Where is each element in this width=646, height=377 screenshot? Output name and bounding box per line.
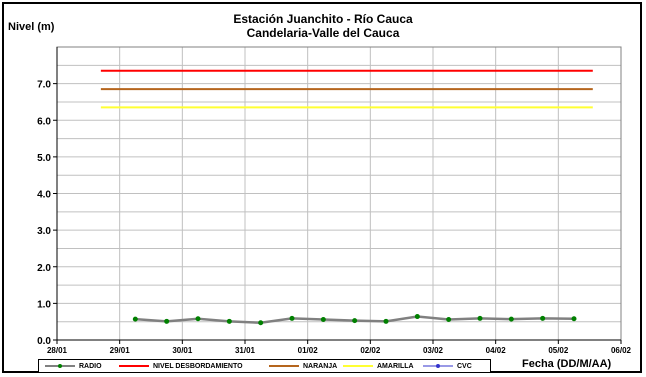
x-tick-label: 04/02: [486, 346, 507, 355]
legend-swatch-cvc: [423, 361, 453, 371]
y-tick-label: 1.0: [37, 299, 51, 310]
gridlines: [56, 46, 622, 341]
legend-item-cvc: CVC: [423, 360, 472, 372]
tick-labels: 0.0 1.0 2.0 3.0 4.0 5.0 6.0 7.0 28/01 29/01 30/01 3…: [37, 80, 631, 355]
y-tick-label: 2.0: [37, 263, 51, 274]
x-tick-label: 05/02: [548, 346, 569, 355]
legend-label-amarilla: AMARILLA: [377, 362, 414, 370]
data-point-radio: [414, 314, 420, 320]
y-axis-label: Nivel (m): [8, 21, 55, 33]
legend-swatch-nivel-desbordamiento: [119, 361, 149, 371]
axes: [53, 46, 622, 344]
data-point-radio: [320, 316, 326, 322]
data-point-radio: [446, 316, 452, 322]
y-tick-label: 4.0: [37, 190, 51, 201]
chart-frame: [2, 2, 642, 373]
data-point-radio: [477, 315, 483, 321]
legend-label-radio: RADIO: [79, 362, 102, 370]
x-tick-label: 03/02: [423, 346, 444, 355]
data-point-radio: [383, 318, 389, 324]
y-tick-label: 7.0: [37, 80, 51, 91]
x-tick-label: 29/01: [110, 346, 131, 355]
legend-item-naranja: NARANJA: [269, 360, 337, 372]
y-tick-label: 3.0: [37, 226, 51, 237]
x-tick-label: 06/02: [611, 346, 632, 355]
legend-label-nivel-desbordamiento: NIVEL DESBORDAMIENTO: [153, 362, 243, 370]
x-axis-label: Fecha (DD/M/AA): [522, 358, 612, 370]
data-point-radio: [352, 318, 358, 324]
x-tick-label: 31/01: [235, 346, 256, 355]
data-point-radio: [226, 318, 232, 324]
x-tick-label: 02/02: [360, 346, 381, 355]
chart-title: Estación Juanchito - Río Cauca: [233, 12, 413, 26]
data-point-radio: [508, 316, 514, 322]
data-point-radio: [258, 320, 264, 326]
data-point-radio: [132, 316, 138, 322]
legend: RADIO NIVEL DESBORDAMIENTO NARANJA AMARI…: [38, 359, 491, 373]
legend-label-cvc: CVC: [457, 362, 472, 370]
y-tick-label: 6.0: [37, 116, 51, 127]
x-tick-label: 01/02: [298, 346, 319, 355]
data-point-radio: [571, 316, 577, 322]
series-layer: [100, 69, 593, 326]
x-tick-label: 30/01: [172, 346, 193, 355]
data-point-radio: [164, 318, 170, 324]
legend-item-amarilla: AMARILLA: [343, 360, 414, 372]
legend-swatch-naranja: [269, 361, 299, 371]
y-tick-label: 0.0: [37, 336, 51, 347]
data-point-radio: [540, 315, 546, 321]
legend-item-radio: RADIO: [45, 360, 102, 372]
legend-label-naranja: NARANJA: [303, 362, 338, 370]
legend-item-nivel-desbordamiento: NIVEL DESBORDAMIENTO: [119, 360, 243, 372]
y-tick-label: 5.0: [37, 153, 51, 164]
data-point-radio: [289, 315, 295, 321]
x-tick-label: 28/01: [47, 346, 68, 355]
chart-subtitle: Candelaria-Valle del Cauca: [246, 26, 400, 40]
legend-swatch-radio: [45, 361, 75, 371]
data-point-radio: [195, 316, 201, 322]
legend-swatch-amarilla: [343, 361, 373, 371]
